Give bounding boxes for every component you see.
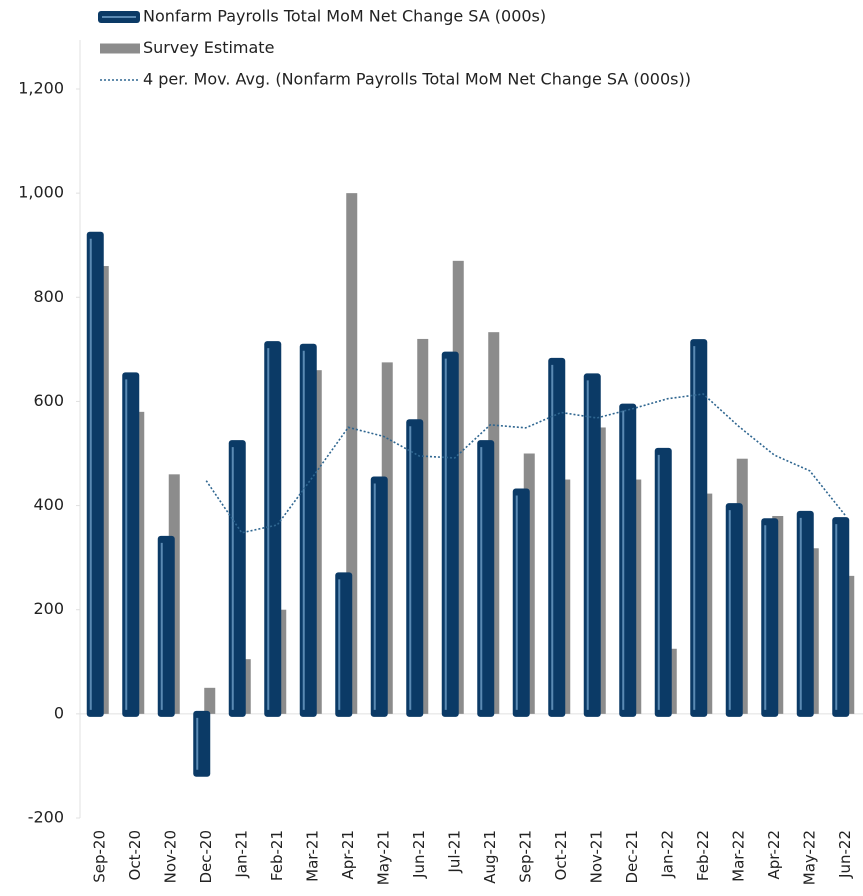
x-tick-label: Jan-22	[658, 830, 676, 879]
payroll-bar	[548, 357, 566, 717]
x-tick-label: Feb-22	[694, 830, 712, 881]
payroll-bar	[86, 231, 104, 717]
x-tick-label: Nov-20	[161, 830, 179, 883]
y-tick-label: 800	[33, 287, 64, 306]
payroll-bar	[832, 517, 850, 717]
x-tick-label: May-21	[374, 830, 392, 885]
x-tick-label: Sep-21	[516, 830, 534, 883]
payroll-bar	[157, 535, 175, 717]
payroll-bar	[690, 339, 708, 717]
payroll-bar	[299, 343, 317, 717]
x-tick-label: Mar-21	[303, 830, 321, 882]
payroll-bar	[619, 403, 637, 717]
x-tick-label: Apr-22	[765, 830, 783, 880]
payroll-bar	[761, 518, 779, 717]
legend-label: Survey Estimate	[143, 38, 274, 57]
payroll-bar	[193, 710, 211, 777]
survey-bar	[204, 687, 216, 714]
payroll-bar	[264, 341, 282, 717]
y-tick-label: -200	[28, 808, 64, 827]
x-tick-label: Aug-21	[481, 830, 499, 884]
x-tick-label: Nov-21	[587, 830, 605, 883]
payroll-bar	[583, 373, 601, 717]
payroll-bar	[796, 510, 814, 717]
x-tick-label: Dec-20	[197, 830, 215, 884]
x-tick-label: Sep-20	[90, 830, 108, 883]
y-tick-label: 400	[33, 495, 64, 514]
y-tick-label: 0	[54, 703, 64, 722]
payroll-bar	[725, 503, 743, 717]
x-tick-label: Jul-21	[445, 830, 463, 874]
moving-average-line	[205, 393, 846, 534]
payroll-bar	[122, 372, 140, 717]
survey-bar	[346, 193, 358, 714]
x-tick-label: Jun-22	[836, 830, 854, 879]
y-tick-label: 1,200	[18, 79, 64, 98]
payroll-bar	[654, 447, 672, 717]
x-tick-label: Dec-21	[623, 830, 641, 884]
x-tick-label: Apr-21	[339, 830, 357, 880]
x-tick-label: Jan-21	[232, 830, 250, 879]
payroll-bar	[370, 476, 388, 717]
payroll-bar	[477, 440, 495, 717]
x-tick-label: May-22	[800, 830, 818, 885]
payroll-bar	[441, 351, 459, 717]
x-tick-label: Mar-22	[729, 830, 747, 882]
legend-label: 4 per. Mov. Avg. (Nonfarm Payrolls Total…	[143, 70, 691, 89]
payroll-bar	[512, 488, 530, 717]
payroll-bar	[335, 572, 353, 717]
legend-swatch	[100, 43, 140, 54]
y-tick-label: 600	[33, 391, 64, 410]
x-tick-label: Feb-21	[268, 830, 286, 881]
payroll-bar	[406, 419, 424, 717]
y-tick-label: 1,000	[18, 183, 64, 202]
payroll-bar	[228, 440, 246, 717]
x-tick-label: Oct-21	[552, 830, 570, 880]
x-tick-label: Oct-20	[126, 830, 144, 880]
x-tick-label: Jun-21	[410, 830, 428, 879]
y-tick-label: 200	[33, 599, 64, 618]
legend-label: Nonfarm Payrolls Total MoM Net Change SA…	[143, 7, 546, 26]
